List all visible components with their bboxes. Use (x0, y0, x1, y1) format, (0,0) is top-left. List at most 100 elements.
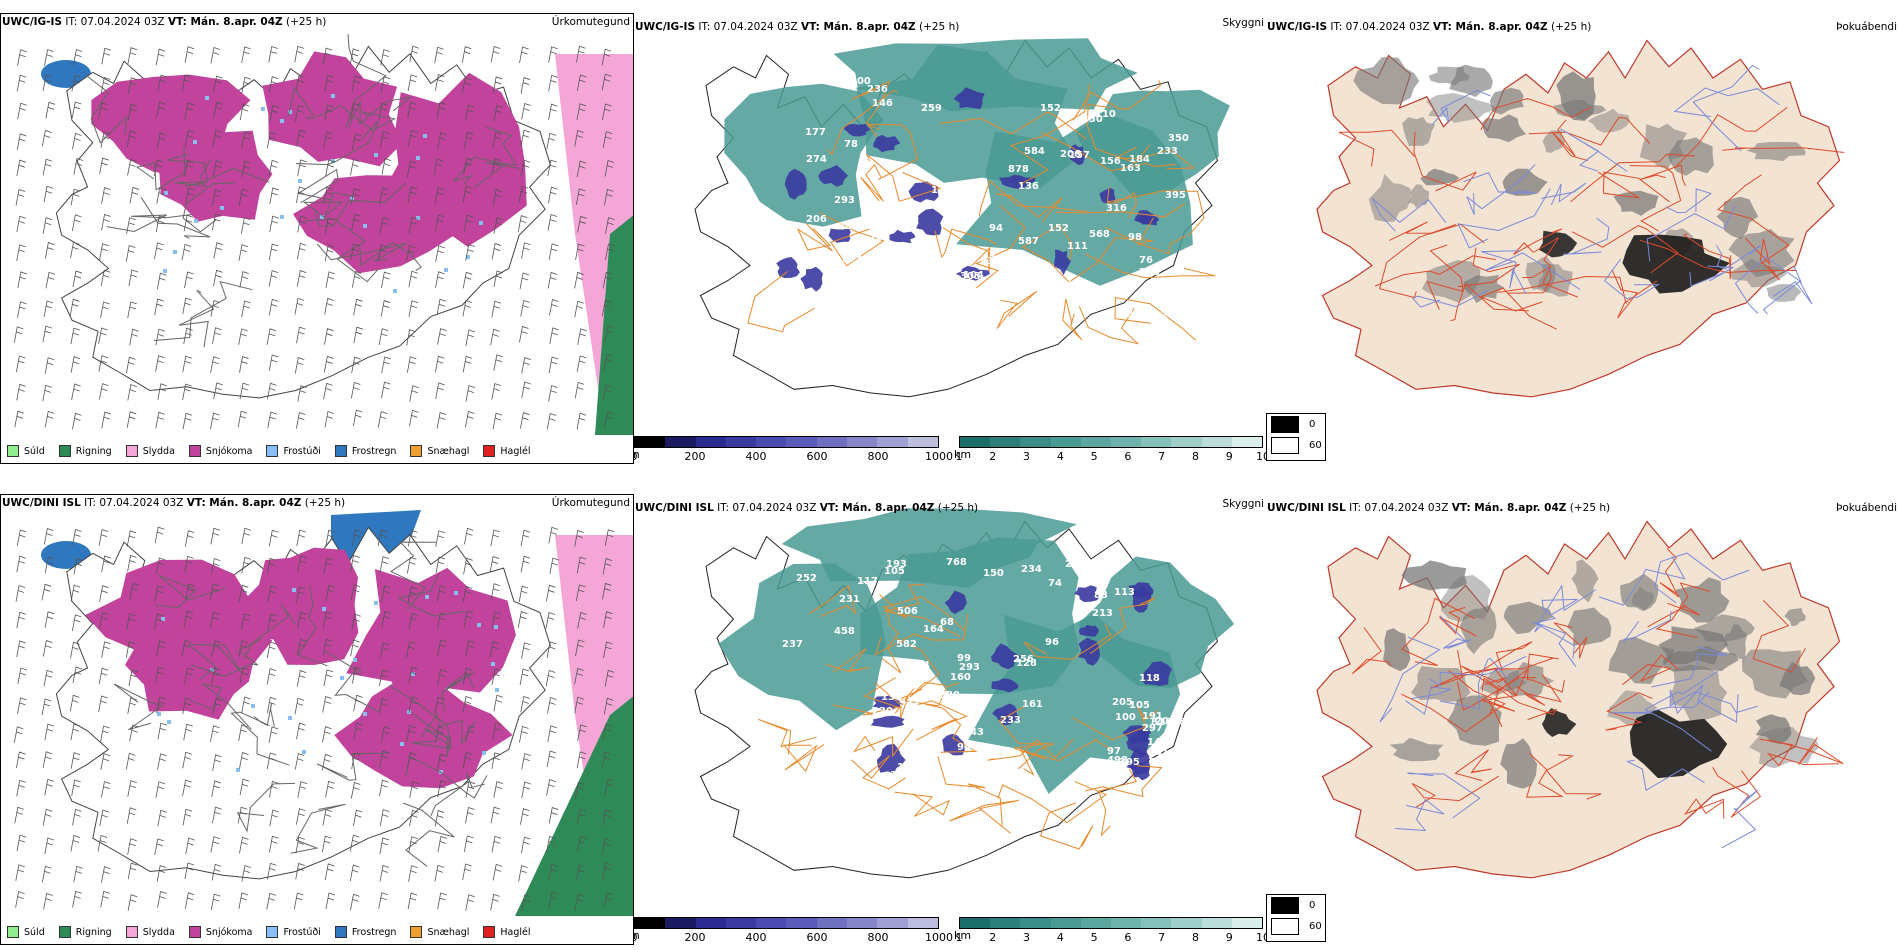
wind-barb (489, 556, 500, 573)
road-line (287, 86, 317, 119)
wind-barb (269, 187, 279, 205)
freezing-drizzle-dot (482, 751, 486, 755)
road-line (1689, 265, 1735, 287)
cloud-base-area (942, 733, 965, 756)
wind-barb (70, 188, 81, 206)
wind-barb (44, 242, 55, 259)
wind-barb (13, 726, 24, 743)
cloud-base-label: 276 (1065, 559, 1086, 570)
wind-barb (268, 529, 279, 547)
road-line (1039, 802, 1094, 850)
colorbar-tick: 200 (684, 931, 706, 944)
wind-barb (377, 244, 388, 261)
road-line (1072, 705, 1158, 741)
wind-barb (436, 753, 447, 771)
wind-barb (378, 669, 389, 687)
cloud-base-area (944, 590, 967, 615)
wind-barb (321, 753, 332, 771)
road-line (1466, 164, 1536, 215)
road-line (939, 111, 1087, 140)
road-line (1692, 64, 1760, 152)
wind-barb (72, 528, 82, 546)
wind-barb (70, 584, 81, 602)
wind-barb (129, 328, 139, 346)
colorbar-cell (695, 918, 726, 928)
wind-barb (434, 864, 445, 882)
cloud-base-label: 92 (1154, 310, 1168, 321)
colorbar-tick: 5 (1090, 931, 1098, 944)
road-line (881, 605, 902, 674)
colorbar-cell (877, 437, 908, 447)
road-line (894, 637, 946, 698)
snow-area (124, 620, 273, 720)
cloud-base-label: 259 (921, 103, 942, 114)
wind-barb (434, 355, 445, 373)
wind-barb (350, 639, 360, 657)
wind-barb (268, 243, 279, 261)
cloud-base-label: 206 (806, 214, 827, 225)
road-line (949, 799, 1020, 834)
colorbar-cell (786, 437, 817, 447)
wind-barb (548, 385, 558, 402)
freezing-rain-area (41, 60, 91, 88)
wind-barb (437, 328, 447, 345)
wind-barb (185, 583, 195, 601)
wind-barb (211, 780, 221, 798)
cloud-base-label: 68 (940, 617, 954, 628)
cloud-base-label: 498 (1107, 755, 1128, 766)
cloud-base-area (776, 256, 800, 279)
wind-barb (520, 412, 530, 429)
road-line (1683, 232, 1732, 280)
road-line (318, 105, 396, 132)
wind-barb (97, 835, 108, 852)
legend-label: Snjókoma (205, 926, 253, 938)
wind-barb (43, 669, 54, 687)
road-line (1029, 738, 1111, 762)
freezing-drizzle-dot (280, 215, 284, 219)
precip-map-2 (13, 510, 633, 916)
wind-barb (409, 409, 419, 427)
wind-barb (266, 862, 277, 880)
wind-barb (437, 835, 448, 853)
wind-barb (462, 355, 473, 373)
wind-barb (351, 613, 361, 631)
precip-map-1 (13, 34, 633, 435)
wind-barb (380, 726, 391, 743)
road-line (1526, 653, 1565, 693)
road-line (1379, 636, 1441, 723)
wind-barb (238, 328, 248, 346)
fog-index-area (1728, 258, 1788, 288)
wind-barb (127, 697, 137, 715)
legend-label: Súld (24, 926, 45, 938)
road-line (915, 700, 968, 741)
road-line (1457, 247, 1520, 288)
road-line (896, 682, 959, 707)
wind-barb (577, 215, 587, 233)
wind-barb (213, 101, 223, 119)
wind-barb (17, 102, 27, 120)
freezing-drizzle-dot (157, 712, 161, 716)
cloud-base-area (955, 265, 991, 281)
legend-item: Frostúði (266, 926, 321, 938)
wind-barb (42, 640, 53, 657)
cloud-base-label: 274 (806, 154, 827, 165)
fog-legend: 0 60 (1266, 894, 1326, 942)
wind-barb (518, 185, 529, 203)
wind-barb (239, 271, 250, 288)
wind-barb (157, 74, 168, 92)
cloud-base-label: 98 (1128, 232, 1142, 243)
wind-barb (43, 527, 54, 545)
road-line (1665, 188, 1713, 214)
road-line (1629, 165, 1682, 232)
wind-barb (603, 697, 614, 715)
wind-barb (210, 300, 221, 317)
wind-barb (238, 724, 248, 742)
road-line (84, 74, 128, 144)
road-line (316, 242, 407, 262)
wind-barb (210, 527, 221, 545)
wind-barb (548, 74, 558, 92)
panel-name: Þokuábendi (1836, 502, 1897, 514)
wind-barb (462, 667, 473, 685)
colorbar-cell (695, 437, 726, 447)
